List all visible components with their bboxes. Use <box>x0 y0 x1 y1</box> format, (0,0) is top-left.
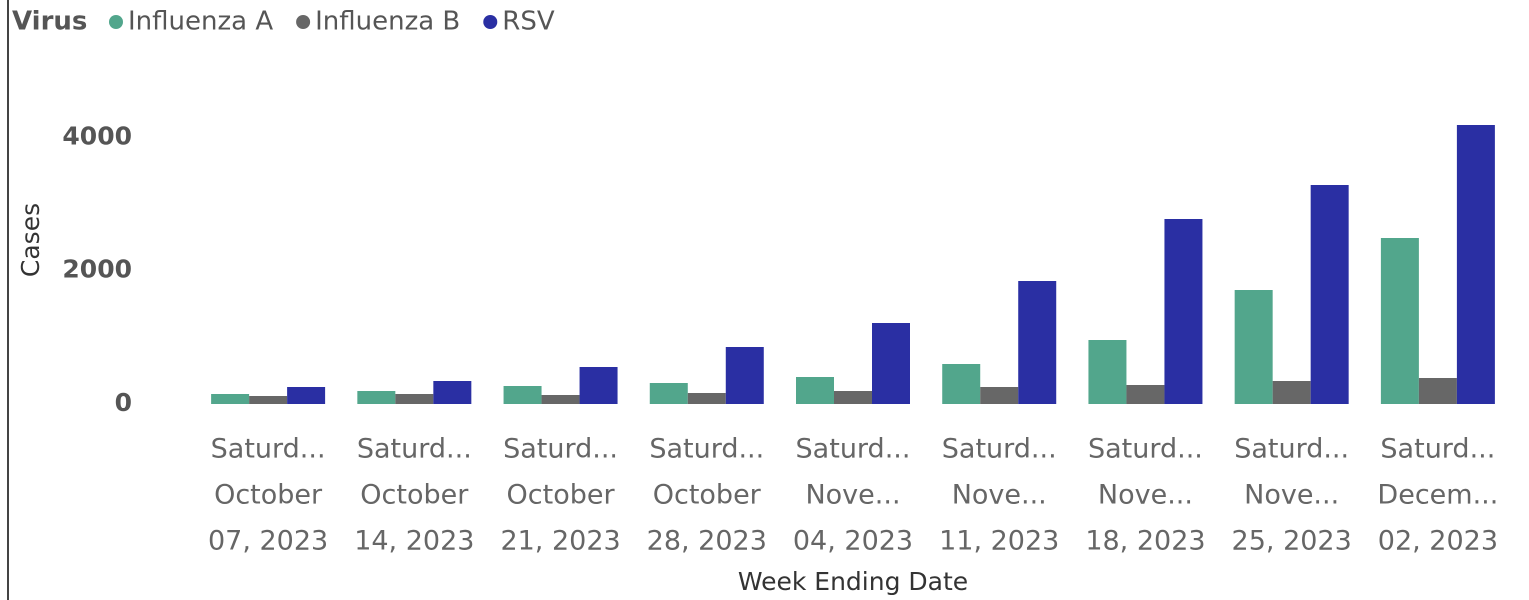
x-tick-label: 04, 2023 <box>793 526 913 557</box>
x-tick-label: Decem... <box>1377 480 1498 511</box>
bar <box>1164 219 1203 404</box>
bar <box>872 323 910 404</box>
x-tick-label: Nove... <box>1098 480 1193 511</box>
y-tick-label: 0 <box>115 388 132 417</box>
x-tick-label: 02, 2023 <box>1378 526 1498 557</box>
x-tick-label: Nove... <box>952 480 1047 511</box>
x-tick-label: Saturd... <box>1088 434 1203 465</box>
bar <box>1456 125 1495 404</box>
bar <box>1418 378 1457 404</box>
bar <box>503 386 542 404</box>
bar <box>357 391 396 404</box>
x-tick-label: October <box>653 480 762 511</box>
x-tick-label: Saturd... <box>1234 434 1349 465</box>
y-axis-title: Cases <box>16 203 45 277</box>
bar <box>834 391 872 404</box>
x-tick-label: Saturd... <box>503 434 618 465</box>
bar <box>649 383 688 404</box>
x-tick-label: 28, 2023 <box>647 526 767 557</box>
bar <box>1126 385 1165 404</box>
x-tick-label: 11, 2023 <box>939 526 1059 557</box>
bar <box>687 393 726 404</box>
bar <box>249 396 288 404</box>
bar <box>1272 381 1311 404</box>
x-tick-label: Saturd... <box>357 434 472 465</box>
x-tick-label: 07, 2023 <box>208 526 328 557</box>
x-tick-label: Saturd... <box>796 434 911 465</box>
legend-marker <box>296 15 311 29</box>
bar <box>980 387 1019 404</box>
bar <box>541 395 580 404</box>
bar <box>287 387 326 404</box>
bar <box>725 347 764 404</box>
x-tick-label: Saturd... <box>211 434 326 465</box>
bar <box>796 377 834 404</box>
legend-marker <box>483 15 498 29</box>
x-tick-label: Nove... <box>805 480 900 511</box>
bar <box>211 394 250 404</box>
x-tick-label: 21, 2023 <box>500 526 620 557</box>
x-tick-label: Saturd... <box>649 434 764 465</box>
legend-label: Influenza B <box>315 7 460 37</box>
x-tick-label: October <box>214 480 323 511</box>
legend-label: RSV <box>502 7 555 37</box>
bar <box>433 381 472 404</box>
y-tick-label: 4000 <box>62 121 132 150</box>
bar <box>1310 185 1349 404</box>
x-tick-label: October <box>360 480 469 511</box>
x-tick-label: 18, 2023 <box>1085 526 1205 557</box>
x-tick-label: Nove... <box>1244 480 1339 511</box>
bar <box>942 364 981 404</box>
x-tick-label: 14, 2023 <box>354 526 474 557</box>
bar <box>1088 340 1127 404</box>
y-tick-label: 2000 <box>62 255 132 284</box>
x-tick-label: Saturd... <box>1380 434 1495 465</box>
bar <box>579 367 618 404</box>
bar <box>1018 281 1057 404</box>
x-tick-label: Saturd... <box>942 434 1057 465</box>
bar <box>1234 290 1273 404</box>
x-axis-title: Week Ending Date <box>738 567 968 596</box>
legend-title: Virus <box>12 7 87 37</box>
x-tick-label: October <box>507 480 616 511</box>
x-tick-label: 25, 2023 <box>1232 526 1352 557</box>
bar <box>1380 238 1419 404</box>
legend-label: Influenza A <box>128 7 273 37</box>
legend-marker <box>109 15 123 29</box>
bar <box>395 394 434 404</box>
